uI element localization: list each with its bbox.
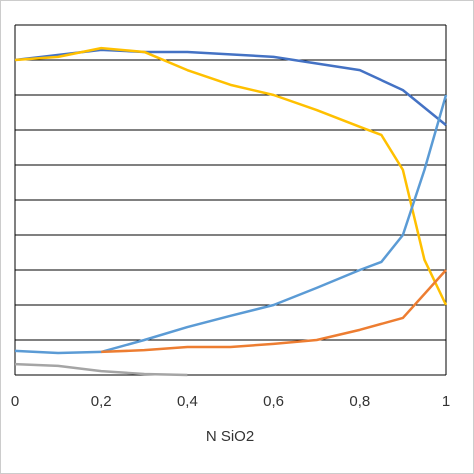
line-series — [14, 46, 448, 306]
line-series — [14, 48, 447, 127]
x-tick-label: 0,8 — [349, 393, 370, 410]
x-tick-label: 1 — [442, 393, 450, 410]
x-axis-label: N SiO2 — [206, 428, 254, 445]
x-tick-label: 0,6 — [263, 393, 284, 410]
line-series — [101, 269, 447, 354]
x-tick-label: 0,2 — [91, 393, 112, 410]
line-series — [14, 362, 188, 377]
x-tick-label: 0 — [11, 393, 19, 410]
x-tick-label: 0,4 — [177, 393, 198, 410]
